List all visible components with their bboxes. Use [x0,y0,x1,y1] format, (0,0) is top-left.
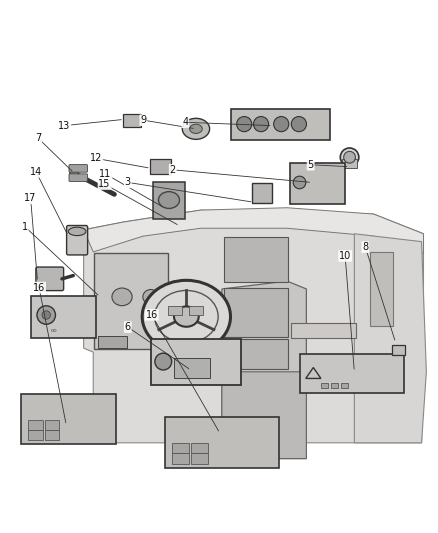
FancyBboxPatch shape [191,442,208,454]
FancyBboxPatch shape [123,114,141,126]
Circle shape [293,176,306,189]
FancyBboxPatch shape [28,430,42,440]
Bar [342,159,357,168]
FancyBboxPatch shape [32,296,96,337]
Ellipse shape [112,288,132,306]
Text: 10: 10 [339,251,351,261]
Text: 16: 16 [33,282,45,293]
FancyBboxPatch shape [371,252,393,326]
Circle shape [340,148,359,166]
Polygon shape [354,234,426,443]
Text: 13: 13 [58,120,71,131]
Circle shape [237,117,252,132]
Bar [168,306,182,316]
Polygon shape [84,208,424,254]
Text: 8: 8 [362,242,368,252]
Text: 14: 14 [30,167,42,177]
FancyBboxPatch shape [291,323,356,337]
Text: 7: 7 [35,133,41,143]
FancyBboxPatch shape [191,453,208,464]
FancyBboxPatch shape [224,340,288,369]
Polygon shape [84,210,424,443]
FancyBboxPatch shape [224,288,288,337]
FancyBboxPatch shape [45,420,59,430]
Circle shape [155,353,172,370]
Circle shape [274,117,289,132]
FancyBboxPatch shape [69,165,88,172]
FancyBboxPatch shape [290,164,345,204]
FancyBboxPatch shape [45,430,59,440]
Bar [98,336,127,348]
FancyBboxPatch shape [28,420,42,430]
Circle shape [291,117,307,132]
Text: 3: 3 [125,177,131,188]
Ellipse shape [190,124,202,133]
FancyBboxPatch shape [172,453,190,464]
FancyBboxPatch shape [151,338,241,385]
Text: 5: 5 [307,160,314,169]
Circle shape [37,306,56,324]
Bar [321,383,328,387]
FancyBboxPatch shape [252,183,272,204]
FancyBboxPatch shape [231,109,330,140]
Ellipse shape [142,280,230,353]
Circle shape [42,311,50,319]
FancyBboxPatch shape [69,174,88,181]
Circle shape [70,169,78,177]
Ellipse shape [159,192,180,208]
FancyBboxPatch shape [21,394,116,445]
FancyBboxPatch shape [94,253,168,349]
Text: oo: oo [51,328,58,333]
Ellipse shape [174,306,199,327]
Text: 9: 9 [140,115,146,125]
FancyBboxPatch shape [153,182,185,219]
FancyBboxPatch shape [224,237,288,282]
FancyBboxPatch shape [392,345,406,355]
Text: 17: 17 [25,193,37,204]
FancyBboxPatch shape [172,442,190,454]
FancyBboxPatch shape [150,159,171,174]
FancyBboxPatch shape [166,417,279,468]
Text: 16: 16 [145,310,158,320]
Bar [174,358,209,378]
FancyBboxPatch shape [67,225,88,255]
Text: 4: 4 [182,117,188,127]
Polygon shape [222,281,306,458]
Bar [341,383,348,387]
Ellipse shape [182,118,210,139]
Polygon shape [222,372,306,458]
Text: 1: 1 [21,222,28,231]
FancyBboxPatch shape [300,354,404,393]
Bar [189,306,203,316]
Text: 15: 15 [99,179,111,189]
Text: 12: 12 [90,154,102,164]
Text: 11: 11 [99,169,112,179]
Text: 6: 6 [125,322,131,332]
Ellipse shape [143,289,159,304]
Bar [331,383,338,387]
Ellipse shape [68,227,86,236]
Circle shape [344,151,356,163]
FancyBboxPatch shape [36,267,64,290]
Circle shape [254,117,268,132]
Text: 2: 2 [170,165,176,175]
